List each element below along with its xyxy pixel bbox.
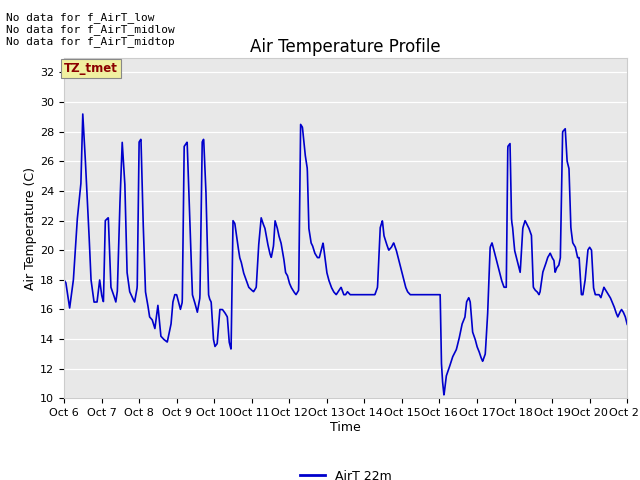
Title: Air Temperature Profile: Air Temperature Profile — [250, 38, 441, 56]
Text: No data for f_AirT_low: No data for f_AirT_low — [6, 12, 155, 23]
Text: No data for f_AirT_midlow: No data for f_AirT_midlow — [6, 24, 175, 35]
Text: No data for f_AirT_midtop: No data for f_AirT_midtop — [6, 36, 175, 47]
Legend: AirT 22m: AirT 22m — [295, 465, 396, 480]
X-axis label: Time: Time — [330, 421, 361, 434]
Y-axis label: Air Temperature (C): Air Temperature (C) — [24, 167, 37, 289]
Text: TZ_tmet: TZ_tmet — [64, 62, 118, 75]
